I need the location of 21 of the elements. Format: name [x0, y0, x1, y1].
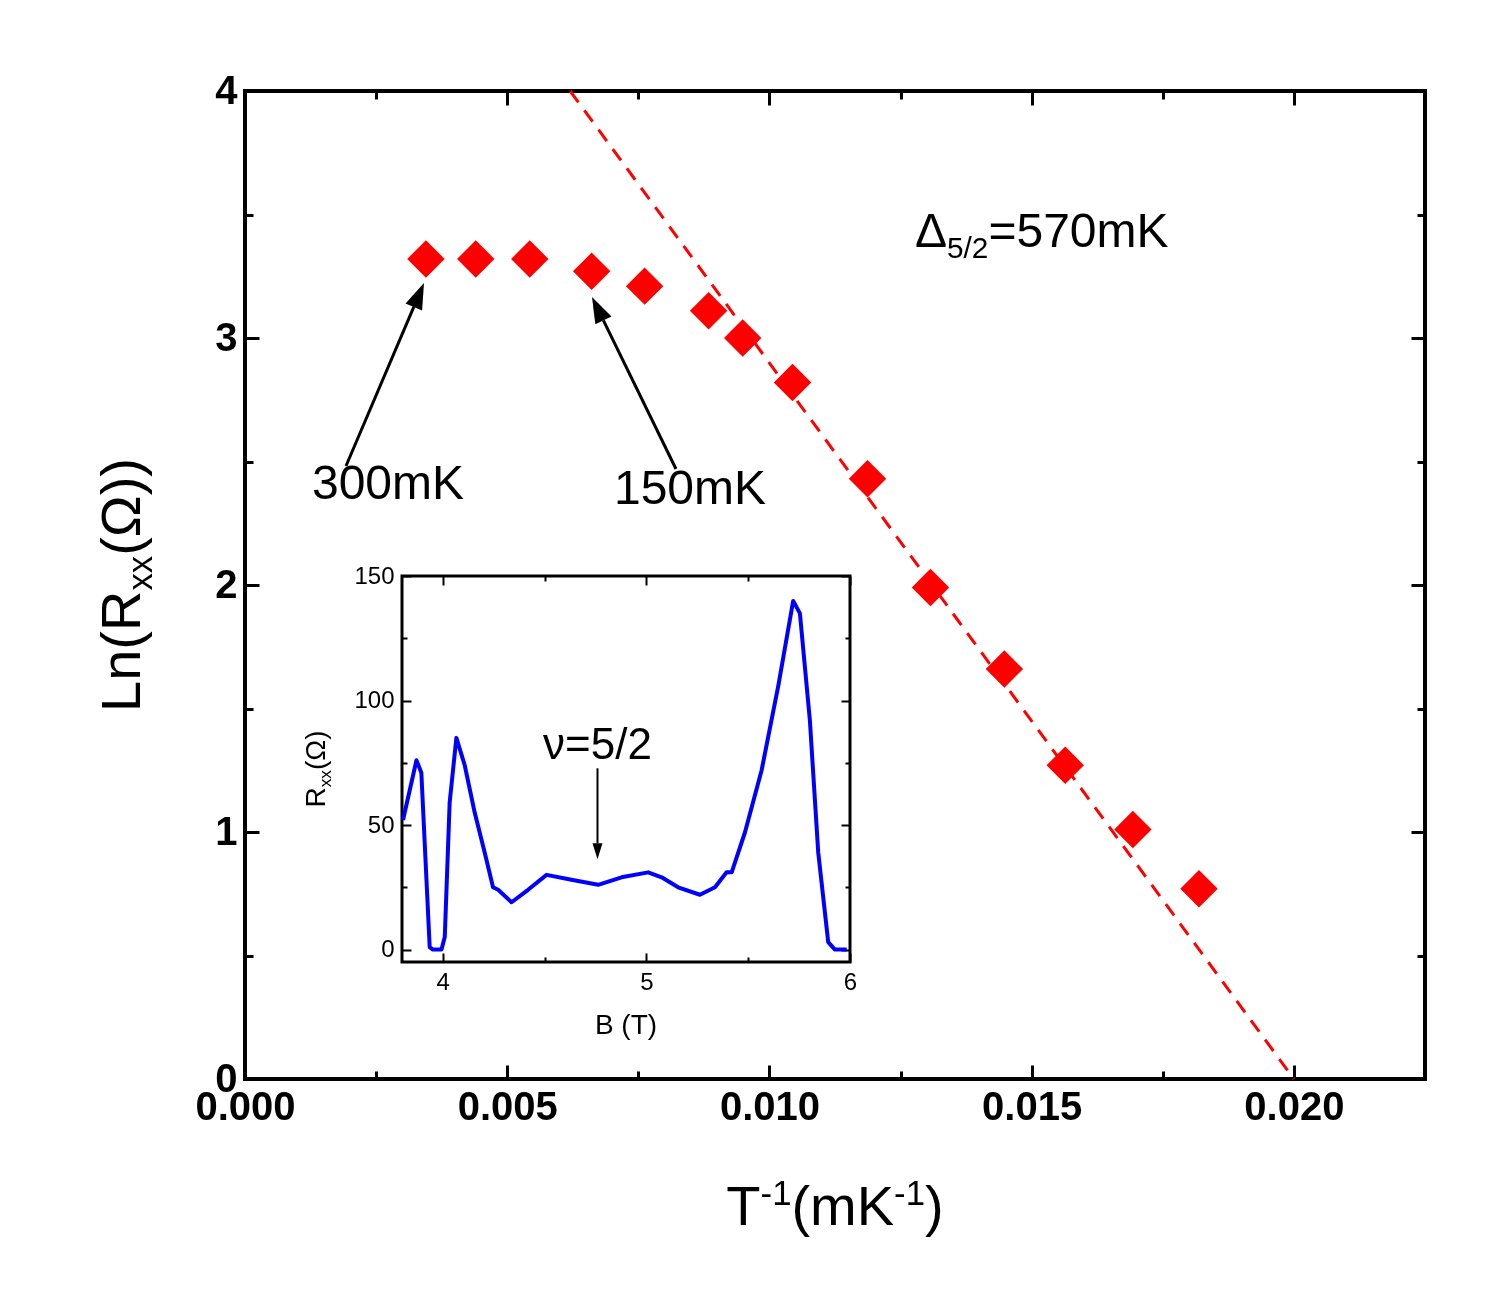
y-tick-label: 50 [367, 810, 395, 838]
annotation: ν=5/2 [543, 719, 652, 769]
y-tick-label: 2 [215, 561, 238, 606]
annotation: 300mK [311, 456, 465, 509]
annotation: 150mK [613, 461, 767, 514]
x-tick-label: 4 [436, 967, 450, 995]
x-tick-label: 6 [843, 967, 858, 995]
y-tick-label: 0 [381, 935, 395, 963]
y-tick-label: 1 [215, 808, 238, 853]
y-tick-label: 100 [354, 686, 395, 714]
y-tick-label: 3 [215, 314, 238, 359]
x-tick-label: 0.010 [719, 1083, 820, 1128]
x-tick-label: 0.005 [457, 1083, 558, 1128]
x-axis-title: B (T) [594, 1009, 658, 1040]
y-tick-label: 150 [354, 561, 395, 589]
x-tick-label: 0.015 [982, 1083, 1083, 1128]
y-tick-label: 4 [215, 67, 239, 112]
x-axis-title: T$^{-1}$(mK$^{-1}$) [726, 1173, 944, 1237]
annotation: Δ$_{5/2}$=570mK [915, 204, 1169, 264]
x-tick-label: 5 [640, 967, 654, 995]
x-tick-label: 0.020 [1244, 1083, 1345, 1128]
